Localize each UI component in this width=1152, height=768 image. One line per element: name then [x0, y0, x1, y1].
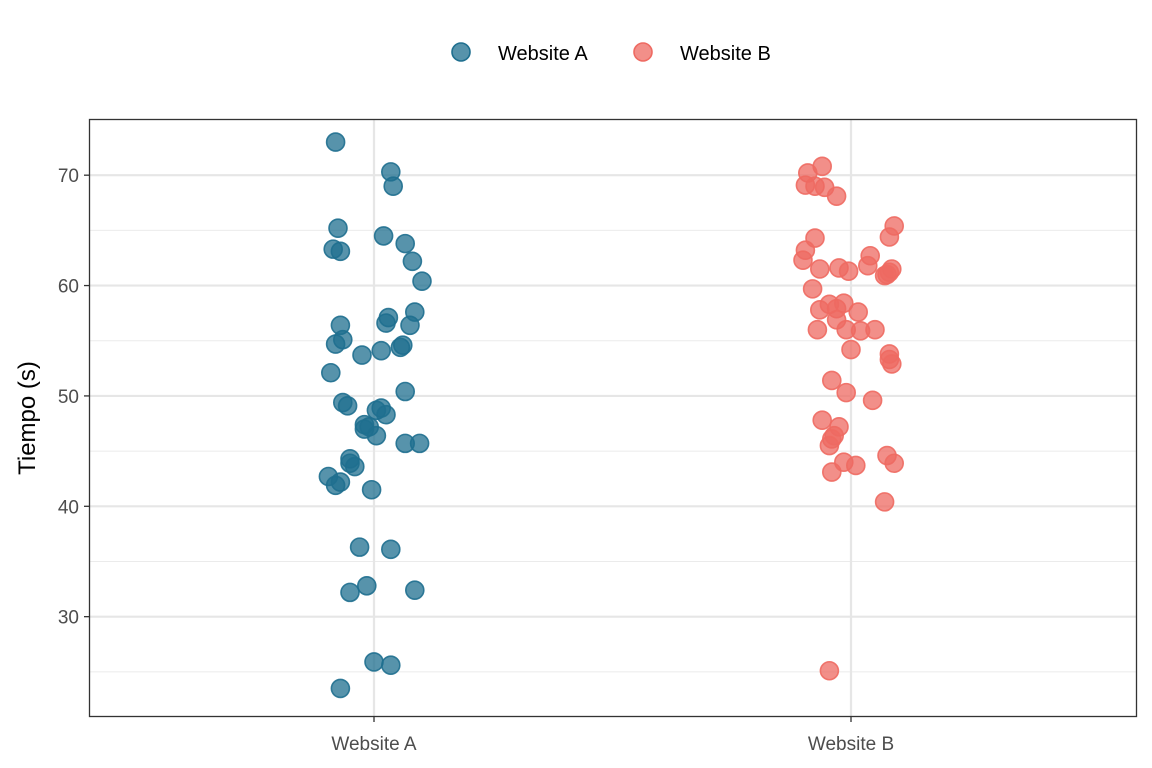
data-point-website-a — [325, 132, 346, 152]
data-point-website-a — [325, 334, 346, 354]
data-point-website-a — [366, 425, 387, 446]
data-point-website-b — [819, 660, 840, 681]
panel-border — [88, 118, 1138, 718]
data-points — [318, 132, 905, 699]
data-point-website-b — [862, 390, 883, 411]
data-point-website-b — [809, 300, 830, 320]
data-point-website-b — [812, 410, 833, 431]
data-point-website-b — [802, 279, 823, 299]
data-point-website-a — [330, 678, 351, 699]
y-tick-label: 50 — [58, 387, 79, 408]
data-point-website-a — [376, 404, 396, 425]
data-point-website-b — [821, 370, 842, 391]
data-point-website-a — [344, 456, 365, 477]
y-tick-label: 70 — [58, 166, 79, 187]
data-point-website-a — [390, 337, 411, 358]
data-point-website-a — [337, 396, 358, 416]
data-point-website-b — [793, 250, 813, 270]
data-point-website-b — [865, 319, 885, 340]
data-point-website-b — [848, 302, 869, 322]
x-axis: Website A Website B — [331, 716, 894, 755]
data-point-website-a — [330, 241, 351, 262]
data-point-website-b — [857, 255, 878, 276]
data-point-website-a — [380, 539, 401, 560]
data-point-website-b — [807, 319, 828, 340]
data-point-website-b — [845, 455, 866, 476]
data-point-website-a — [361, 479, 382, 500]
data-point-website-a — [349, 537, 370, 557]
data-point-website-b — [874, 265, 895, 286]
data-point-website-b — [821, 462, 842, 482]
data-point-website-a — [395, 233, 416, 254]
x-tick-label-website-a: Website A — [331, 734, 417, 755]
legend-swatch-website-a — [451, 42, 471, 62]
data-point-website-b — [836, 382, 857, 403]
x-tick-label-website-b: Website B — [808, 734, 894, 755]
data-point-website-a — [340, 582, 360, 603]
legend-label-website-b: Website B — [680, 43, 771, 65]
data-point-website-a — [320, 362, 341, 383]
y-axis-title: Tiempo (s) — [14, 361, 41, 475]
data-point-website-a — [400, 315, 420, 336]
data-point-website-a — [376, 313, 396, 333]
data-point-website-a — [325, 475, 346, 496]
data-point-website-b — [841, 339, 861, 360]
y-tick-label: 60 — [58, 277, 79, 298]
legend-swatch-website-b — [633, 42, 653, 62]
data-point-website-b — [879, 227, 900, 247]
data-point-website-b — [884, 453, 905, 474]
data-point-website-a — [364, 652, 384, 672]
data-point-website-a — [383, 176, 404, 197]
data-point-website-b — [819, 435, 840, 456]
legend: Website A Website B — [451, 42, 771, 65]
y-tick-label: 40 — [58, 497, 79, 518]
data-point-website-a — [356, 575, 377, 596]
legend-label-website-a: Website A — [498, 43, 588, 65]
data-point-website-a — [412, 271, 432, 291]
grid — [90, 120, 1136, 716]
data-point-website-a — [371, 340, 392, 361]
data-point-website-b — [874, 492, 895, 512]
data-point-website-a — [373, 226, 394, 246]
data-point-website-b — [881, 354, 902, 374]
data-point-website-b — [838, 261, 859, 282]
legend-item-website-b: Website B — [633, 42, 771, 65]
data-point-website-a — [395, 381, 416, 402]
y-axis: 30 40 50 60 70 — [58, 166, 90, 629]
data-point-website-a — [352, 345, 372, 365]
data-point-website-b — [809, 259, 830, 279]
legend-item-website-a: Website A — [451, 42, 588, 65]
data-point-website-a — [404, 580, 425, 600]
data-point-website-b — [826, 186, 847, 206]
data-point-website-a — [380, 655, 401, 676]
data-point-website-a — [409, 433, 430, 454]
data-point-website-a — [402, 251, 423, 272]
y-tick-label: 30 — [58, 608, 79, 629]
data-point-website-a — [328, 218, 348, 238]
